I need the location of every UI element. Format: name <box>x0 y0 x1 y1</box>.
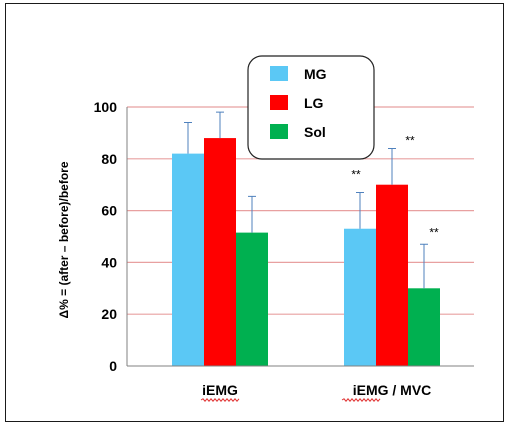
bar-mg-0 <box>172 153 204 366</box>
y-tick-label-20: 20 <box>101 306 117 322</box>
x-category-label-0: iEMG <box>202 382 238 398</box>
y-tick-label-60: 60 <box>101 203 117 219</box>
bar-lg-1 <box>376 184 408 366</box>
y-tick-label-40: 40 <box>101 254 117 270</box>
y-tick-label-100: 100 <box>94 99 118 115</box>
legend-swatch-sol <box>270 124 288 139</box>
error-bar-mg-0 <box>184 122 192 154</box>
axes <box>126 107 474 367</box>
error-bar-sol-0 <box>248 195 256 233</box>
y-axis-label: Δ% = (after – before)/before <box>57 161 71 318</box>
bar-sol-1 <box>408 288 440 366</box>
x-category-labels: iEMG iEMG / MVC <box>200 382 432 402</box>
y-tick-labels: 0 20 40 60 80 100 <box>94 99 118 374</box>
significance-mark-0: ** <box>351 168 361 182</box>
significance-mark-1: ** <box>405 133 415 147</box>
legend-label-sol: Sol <box>304 124 326 140</box>
error-bar-sol-1 <box>420 243 428 289</box>
legend: MG LG Sol <box>247 55 375 160</box>
legend-label-mg: MG <box>304 66 327 82</box>
error-bar-mg-1 <box>356 191 364 229</box>
bars <box>172 111 440 366</box>
bar-mg-1 <box>344 228 376 366</box>
bar-lg-0 <box>204 138 236 366</box>
legend-swatch-mg <box>270 66 288 81</box>
error-bar-lg-0 <box>216 111 224 139</box>
error-bar-lg-1 <box>388 147 396 185</box>
spell-underline-0 <box>200 398 240 402</box>
chart-frame <box>5 3 504 422</box>
legend-label-lg: LG <box>304 95 324 111</box>
significance-annotations: ** ** ** <box>351 133 439 239</box>
x-category-label-1: iEMG / MVC <box>353 382 432 398</box>
spell-underline-1 <box>341 398 381 402</box>
significance-mark-2: ** <box>429 225 439 239</box>
y-tick-label-80: 80 <box>101 151 117 167</box>
y-tick-label-0: 0 <box>109 358 117 374</box>
bar-sol-0 <box>236 232 268 366</box>
legend-swatch-lg <box>270 95 288 110</box>
